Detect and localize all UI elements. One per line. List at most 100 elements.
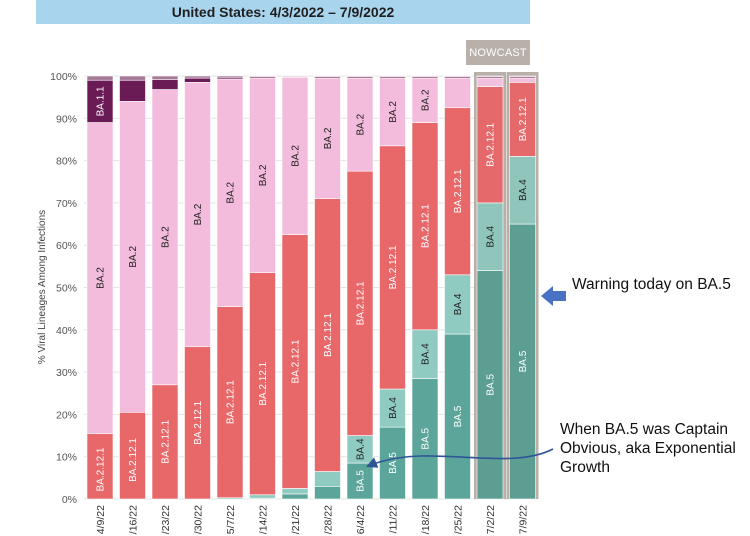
bar-segment-ba-2-12-1 xyxy=(346,170,374,436)
segment-label: BA.4 xyxy=(486,225,497,247)
segment-label: BA.2 xyxy=(193,203,204,225)
bar-segment-ba-2-12-1 xyxy=(216,306,244,499)
x-tick-label: /30/22 xyxy=(193,505,205,534)
y-tick-label: 70% xyxy=(56,198,77,210)
y-tick-label: 50% xyxy=(56,283,77,295)
bar-segment-ba-4 xyxy=(379,388,406,428)
segment-label: BA.2.12.1 xyxy=(453,169,464,213)
growth-curve-arrow-icon xyxy=(365,448,554,468)
bars xyxy=(86,75,536,500)
segment-label: BA.5 xyxy=(356,470,367,492)
bar-segment-other xyxy=(509,75,536,78)
segment-label: BA.4 xyxy=(453,293,464,315)
segment-label: BA.4 xyxy=(421,343,432,365)
segment-label: BA.2.12.1 xyxy=(421,204,432,248)
x-tick-label: /23/22 xyxy=(160,505,172,534)
segment-label: BA.2.12.1 xyxy=(356,281,367,325)
bar-segment-other xyxy=(379,75,406,78)
bar-segment-other xyxy=(476,75,504,78)
segment-label: BA.5 xyxy=(518,350,529,372)
captain-obvious-annotation: When BA.5 was Captain Obvious, aka Expon… xyxy=(560,421,736,476)
bar-segment-ba-4 xyxy=(509,156,536,225)
segment-label: BA.2 xyxy=(421,89,432,111)
bar-segment-ba-5 xyxy=(314,486,341,500)
bar-segment-ba-2 xyxy=(281,76,309,235)
segment-label: BA.4 xyxy=(518,179,529,201)
segment-label: BA.2 xyxy=(226,181,237,203)
y-tick-label: 30% xyxy=(56,367,77,379)
bar-segment-ba-1-1 xyxy=(151,79,179,90)
annotation-arrows xyxy=(365,286,566,468)
y-tick-label: 90% xyxy=(56,113,77,125)
bar-segment-ba-2 xyxy=(249,77,276,273)
bar-segment-ba-2-12-1 xyxy=(86,433,114,500)
segment-label: BA.2.12.1 xyxy=(518,97,529,141)
bar-segment-ba-2-12-1 xyxy=(379,145,406,390)
y-tick-label: 20% xyxy=(56,409,77,421)
bar-segment-ba-2 xyxy=(379,77,406,147)
segment-label: BA.2 xyxy=(388,101,399,123)
bar-segment-other xyxy=(346,75,374,78)
bar-segment-ba-5 xyxy=(281,493,309,500)
segment-label: BA.2.12.1 xyxy=(226,380,237,424)
segment-label: BA.5 xyxy=(486,374,497,396)
bar-segment-ba-2 xyxy=(476,77,504,87)
segment-label: BA.2 xyxy=(96,267,107,289)
x-tick-label: 5/7/22 xyxy=(225,505,237,534)
bar-segment-ba-4 xyxy=(281,488,309,495)
axes: 0% 10% 20% 30% 40% 50% 60% 70% 80% 90% 100% 4/9/22 /… xyxy=(50,71,529,534)
segment-label: BA.5 xyxy=(421,427,432,449)
bar-segment-ba-2-12-1 xyxy=(249,272,276,496)
x-tick-label: /16/22 xyxy=(128,505,140,534)
bar-segment-ba-5 xyxy=(346,462,374,500)
nowcast-badge: NOWCAST xyxy=(466,40,530,65)
bar-segment-ba-4 xyxy=(249,494,276,499)
bar-segment-ba-1-1 xyxy=(184,77,211,83)
bar-segment-ba-2 xyxy=(151,89,179,386)
x-tick-label: /18/22 xyxy=(420,505,432,534)
y-tick-label: 40% xyxy=(56,325,77,337)
bar-segment-ba-2-12-1 xyxy=(151,384,179,500)
bar-segment-other xyxy=(119,75,146,81)
x-tick-label: /11/22 xyxy=(388,505,400,534)
chart-title: United States: 4/3/2022 – 7/9/2022 xyxy=(171,4,395,20)
bar-segment-ba-2-12-1 xyxy=(444,107,471,276)
x-tick-label: 7/9/22 xyxy=(518,505,530,534)
chart-title-band: United States: 4/3/2022 – 7/9/2022 xyxy=(36,0,530,24)
segment-label: BA.2.12.1 xyxy=(96,447,107,491)
segment-label: BA.5 xyxy=(388,452,399,474)
segment-label: BA.2.12.1 xyxy=(388,245,399,289)
y-axis-label: % Viral Lineages Among Infections xyxy=(37,210,48,364)
segment-label: BA.2 xyxy=(161,226,172,248)
bar-segment-other xyxy=(184,75,211,79)
bar-segment-labels: BA.2.12.1 BA.2 BA.1.1 BA.2.12.1 BA.2 BA.2.12.… xyxy=(96,86,530,492)
bar-segment-other xyxy=(314,75,341,78)
warning-annotation: Warning today on BA.5 xyxy=(572,276,731,293)
bar-segment-ba-2-12-1 xyxy=(476,86,504,204)
segment-label: BA.2.12.1 xyxy=(128,438,139,482)
segment-label: BA.2 xyxy=(291,145,302,167)
x-tick-label: 7/2/22 xyxy=(485,505,497,534)
bar-segment-ba-2 xyxy=(314,77,341,199)
bar-segment-ba-5 xyxy=(379,426,406,500)
bar-segment-ba-2 xyxy=(216,78,244,307)
bar-segment-other xyxy=(444,75,471,78)
bar-segment-ba-5 xyxy=(509,223,536,500)
x-tick-label: 4/9/22 xyxy=(95,505,107,534)
bar-segment-ba-5 xyxy=(444,333,471,500)
bar-segment-ba-2-12-1 xyxy=(281,234,309,489)
segment-label: BA.2.12.1 xyxy=(323,313,334,357)
bar-segment-ba-2-12-1 xyxy=(411,122,439,331)
bar-segment-other xyxy=(249,75,276,78)
y-tick-label: 100% xyxy=(50,71,77,83)
segment-label: BA.1.1 xyxy=(96,86,107,116)
x-tick-label: /28/22 xyxy=(323,505,335,534)
bar-segment-ba-2 xyxy=(86,122,114,434)
segment-label: BA.4 xyxy=(356,438,367,460)
y-tick-label: 60% xyxy=(56,240,77,252)
bar-segment-other xyxy=(411,75,439,78)
bar-segment-ba-1-1 xyxy=(119,79,146,102)
y-tick-label: 80% xyxy=(56,156,77,168)
segment-label: BA.2 xyxy=(323,127,334,149)
